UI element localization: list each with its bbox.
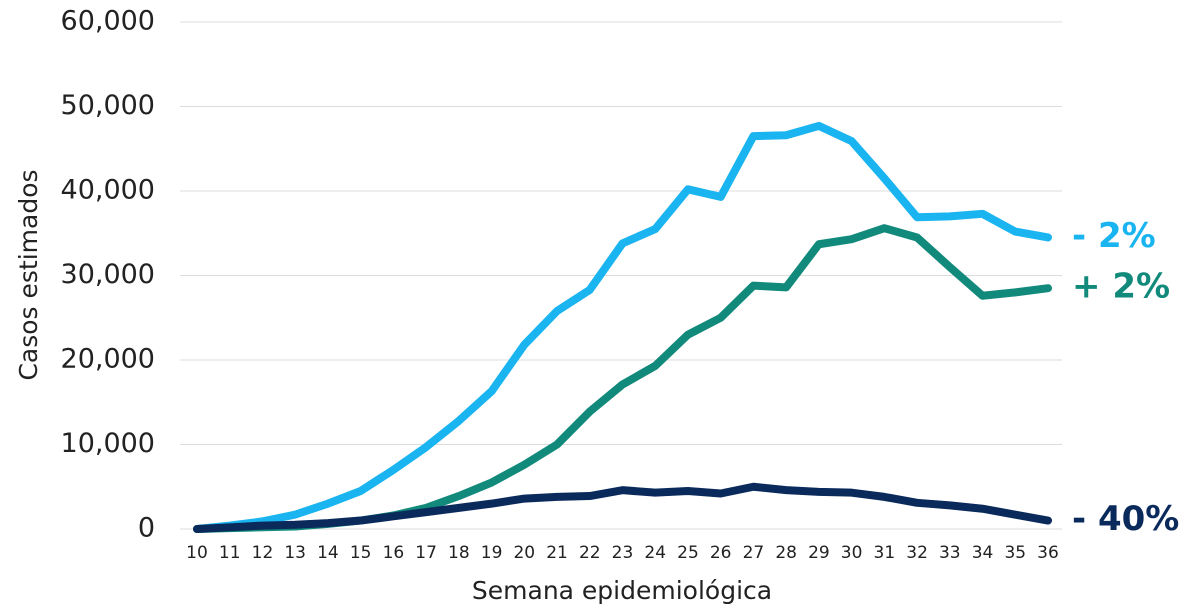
x-tick-label: 22 xyxy=(579,543,601,563)
x-tick-label: 23 xyxy=(612,543,634,563)
x-tick-label: 18 xyxy=(448,543,470,563)
x-tick-label: 12 xyxy=(252,543,274,563)
x-tick-label: 14 xyxy=(317,543,339,563)
y-tick-label: 10,000 xyxy=(61,428,155,459)
series-line xyxy=(193,482,1052,533)
y-tick-label: 60,000 xyxy=(61,6,155,37)
x-tick-label: 35 xyxy=(1004,543,1026,563)
y-axis-label: Casos estimados xyxy=(14,169,43,380)
x-tick-label: 17 xyxy=(415,543,437,563)
y-tick-label: 20,000 xyxy=(61,344,155,375)
x-tick-label: 36 xyxy=(1037,543,1059,563)
series-line xyxy=(193,224,1052,533)
x-tick-label: 33 xyxy=(939,543,961,563)
series-label: - 40% xyxy=(1072,499,1179,539)
x-tick-label: 16 xyxy=(383,543,405,563)
x-axis-label: Semana epidemiológica xyxy=(472,576,772,605)
x-tick-label: 13 xyxy=(284,543,306,563)
x-tick-label: 32 xyxy=(906,543,928,563)
x-tick-label: 20 xyxy=(513,543,535,563)
x-tick-label: 25 xyxy=(677,543,699,563)
series-label: - 2% xyxy=(1072,216,1156,256)
y-tick-label: 0 xyxy=(138,513,155,544)
series-line xyxy=(193,121,1052,533)
x-tick-label: 26 xyxy=(710,543,732,563)
x-tick-label: 29 xyxy=(808,543,830,563)
x-tick-label: 28 xyxy=(775,543,797,563)
y-tick-label: 50,000 xyxy=(61,90,155,121)
x-tick-label: 15 xyxy=(350,543,372,563)
y-tick-label: 30,000 xyxy=(61,259,155,290)
x-tick-label: 34 xyxy=(972,543,994,563)
x-tick-label: 10 xyxy=(186,543,208,563)
x-tick-label: 31 xyxy=(874,543,896,563)
series-label: + 2% xyxy=(1072,267,1170,307)
x-tick-label: 27 xyxy=(743,543,765,563)
x-tick-label: 21 xyxy=(546,543,568,563)
x-tick-label: 11 xyxy=(219,543,241,563)
x-tick-label: 19 xyxy=(481,543,503,563)
x-tick-label: 30 xyxy=(841,543,863,563)
y-tick-label: 40,000 xyxy=(61,175,155,206)
x-tick-label: 24 xyxy=(644,543,666,563)
